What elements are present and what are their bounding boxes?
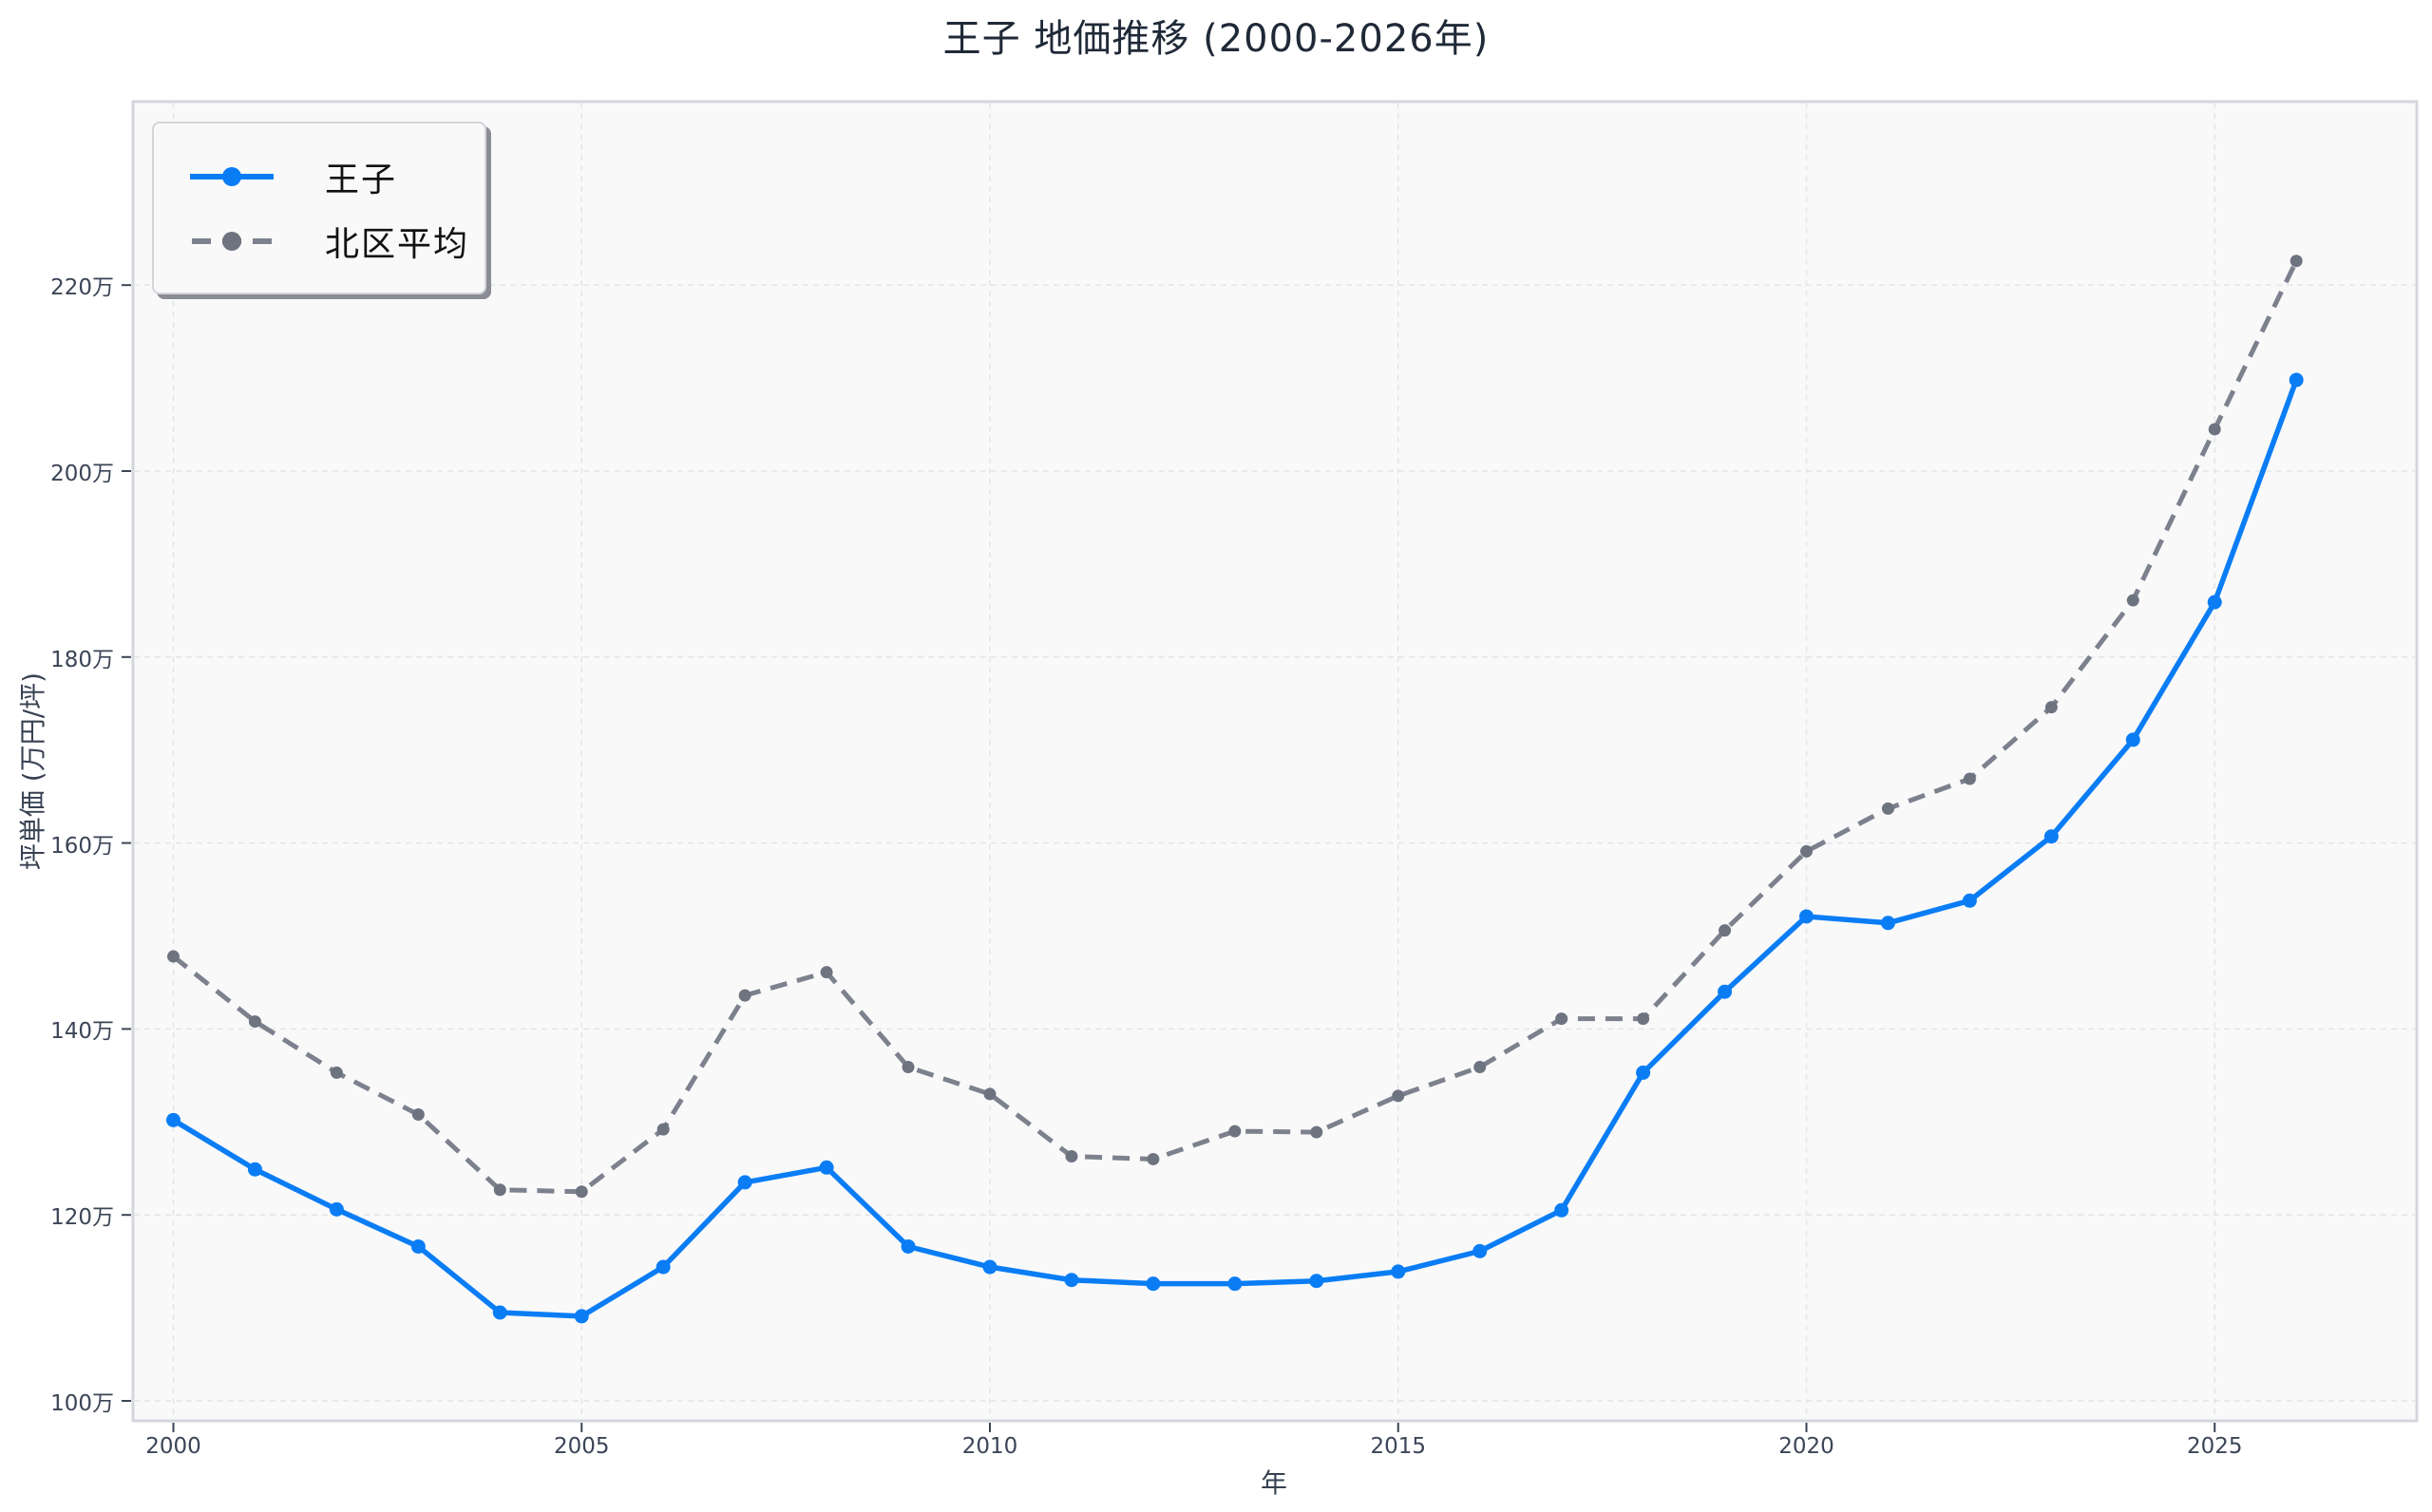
x-tick-label: 2005 [553,1434,610,1459]
data-point-marker [1147,1152,1160,1165]
data-point-marker [2126,594,2139,607]
data-point-marker [901,1238,916,1254]
data-point-marker [2125,732,2140,747]
data-point-marker [982,1259,998,1275]
data-point-marker [1472,1243,1488,1258]
y-tick-label: 220万 [50,275,114,301]
data-point-marker [1065,1150,1078,1163]
data-point-marker [1718,984,1733,999]
data-point-marker [1228,1125,1242,1138]
x-tick-label: 2015 [1370,1434,1427,1459]
data-point-marker [902,1061,915,1074]
data-point-marker [330,1066,343,1079]
data-point-marker [1963,772,1976,785]
data-point-marker [574,1309,589,1324]
x-tick-label: 2020 [1778,1434,1834,1459]
data-point-marker [575,1185,588,1199]
legend-label: 北区平均 [325,225,470,264]
data-point-marker [820,966,833,979]
data-point-marker [410,1238,426,1254]
data-point-marker [819,1160,834,1175]
data-point-marker [656,1123,670,1136]
solid-line-marker-icon [190,167,274,186]
data-point-marker [2208,423,2221,436]
data-point-marker [493,1183,506,1197]
legend-item-oji[interactable]: 王子 [154,148,397,205]
x-axis-label: 年 [1260,1467,1288,1499]
series-oji [166,372,2304,1324]
series-kita-average [167,255,2303,1199]
data-point-marker [1719,924,1732,937]
data-point-marker [1310,1125,1323,1139]
y-tick-label: 200万 [50,462,114,486]
data-point-marker [247,1162,262,1177]
data-point-marker [2044,701,2058,714]
data-point-marker [1637,1012,1650,1026]
data-point-marker [248,1015,261,1029]
data-point-marker [656,1259,671,1275]
legend-label: 王子 [325,161,398,199]
data-point-marker [1392,1089,1405,1103]
gridlines [134,103,2416,1420]
data-point-marker [1800,844,1813,858]
data-point-marker [411,1107,425,1121]
data-point-marker [1962,893,1977,908]
data-series [166,255,2304,1324]
data-point-marker [2290,255,2303,268]
data-point-marker [1473,1061,1487,1074]
data-point-marker [167,950,180,963]
y-tick-label: 160万 [50,833,114,859]
data-point-marker [737,1175,752,1190]
y-tick-label: 140万 [50,1019,114,1045]
data-point-marker [166,1112,180,1127]
x-tick-label: 2000 [145,1434,201,1459]
tick-marks [122,284,2216,1432]
data-point-marker [2043,829,2059,844]
data-point-marker [1391,1264,1406,1279]
y-tick-label: 100万 [50,1391,114,1416]
data-point-marker [1880,916,1895,931]
data-point-marker [2289,372,2304,387]
y-tick-label: 180万 [50,647,114,672]
data-point-marker [329,1201,344,1217]
axes-background [131,100,2419,1423]
y-tick-label: 120万 [50,1205,114,1231]
data-point-marker [1554,1202,1569,1218]
data-point-marker [2207,595,2222,610]
x-tick-label: 2025 [2186,1434,2243,1459]
data-point-marker [1064,1273,1079,1288]
data-point-marker [1799,909,1814,924]
data-point-marker [1309,1274,1324,1289]
legend-item-kita-average[interactable]: 北区平均 [154,213,469,270]
data-point-marker [1227,1276,1243,1292]
data-point-marker [738,989,751,1002]
legend: 王子 北区平均 [152,122,486,294]
data-point-marker [1555,1012,1568,1026]
dashed-line-marker-icon [192,232,274,251]
x-tick-label: 2010 [961,1434,1018,1459]
y-axis-label: 坪単価 (万円/坪) [17,671,48,871]
data-point-marker [1881,802,1894,815]
data-point-marker [983,1087,997,1101]
chart-title: 王子 地価推移 (2000-2026年) [942,17,1490,61]
data-point-marker [1146,1276,1161,1292]
data-point-marker [1636,1065,1651,1080]
data-point-marker [492,1305,507,1320]
